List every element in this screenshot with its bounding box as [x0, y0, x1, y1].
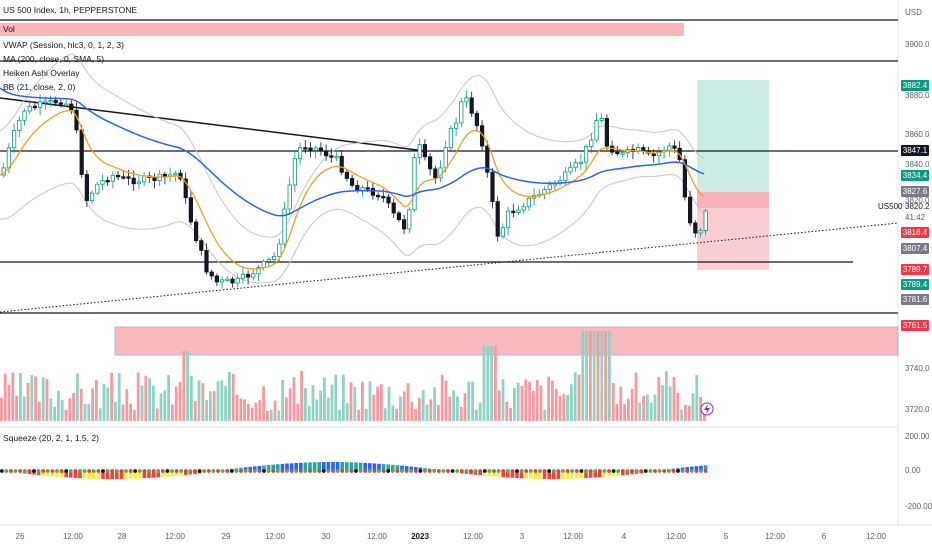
- price-badge: 3847.1: [901, 145, 929, 156]
- chart-title: US 500 Index, 1h, PEPPERSTONE: [3, 5, 138, 15]
- indicator-bb[interactable]: BB (21, close, 2, 0): [3, 82, 76, 92]
- time-label: 12:00: [264, 532, 286, 541]
- time-label: 4: [621, 532, 627, 541]
- price-badge: 3882.4: [901, 80, 929, 91]
- price-badge: 3827.6: [901, 186, 929, 197]
- price-tick: 3860.0: [905, 130, 930, 139]
- countdown-label: 41:42: [905, 213, 926, 222]
- time-label: 12:00: [164, 532, 186, 541]
- price-tick: 3840.0: [905, 160, 930, 169]
- time-label: 12:00: [865, 532, 887, 541]
- indicator-squeeze[interactable]: Squeeze (20, 2, 1, 1.5, 2): [3, 433, 99, 443]
- time-label: 30: [321, 532, 331, 541]
- ma-line: [0, 87, 705, 217]
- candles: [1, 90, 708, 289]
- price-badge: 3789.7: [901, 264, 929, 275]
- time-label: 3: [519, 532, 525, 541]
- indicator-vwap[interactable]: VWAP (Session, hlc3, 0, 1, 2, 3): [3, 40, 124, 50]
- price-badge: 3807.4: [901, 243, 929, 254]
- time-label: 12:00: [562, 532, 584, 541]
- price-badge: 3761.5: [901, 320, 929, 331]
- trend-line-down[interactable]: [0, 97, 426, 152]
- squeeze-tick: 0.00: [905, 466, 921, 475]
- squeeze-dots: [0, 462, 708, 479]
- price-tick: 3720.0: [905, 405, 930, 414]
- price-badge: 3789.4: [901, 279, 929, 290]
- time-label: 12:00: [62, 532, 84, 541]
- lightning-icon[interactable]: [700, 402, 714, 416]
- time-label: 12:00: [764, 532, 786, 541]
- time-label: 6: [821, 532, 827, 541]
- squeeze-tick: 200.00: [905, 432, 930, 441]
- indicator-vol[interactable]: Vol: [3, 24, 15, 34]
- demand-zone: [114, 326, 899, 356]
- indicator-ma[interactable]: MA (200, close, 0, SMA, 5): [3, 54, 105, 64]
- volume-bars: [0, 331, 706, 421]
- price-tick: 3900.0: [905, 40, 930, 49]
- price-tick: 3880.0: [905, 91, 930, 100]
- price-badge: 3781.6: [901, 294, 929, 305]
- time-label: 12:00: [462, 532, 484, 541]
- last-price-label: 3820.2: [905, 202, 930, 211]
- price-tick: 3820.0: [905, 196, 930, 205]
- time-label: 12:00: [366, 532, 388, 541]
- time-label: 12:00: [665, 532, 687, 541]
- symbol-label: US500: [878, 202, 903, 211]
- price-badge: 3818.4: [901, 227, 929, 238]
- time-label: 26: [15, 532, 25, 541]
- indicator-heiken-ashi[interactable]: Heiken Ashi Overlay: [3, 68, 80, 78]
- vwap-line: [0, 109, 705, 270]
- position-target-zone: [697, 80, 769, 192]
- time-label: 29: [221, 532, 231, 541]
- squeeze-tick: -200.00: [905, 502, 932, 511]
- horizontal-levels[interactable]: [0, 19, 898, 314]
- time-label: 28: [117, 532, 127, 541]
- price-badge: 3834.4: [901, 170, 929, 181]
- time-label: 5: [723, 532, 729, 541]
- price-tick: 3740.0: [905, 364, 930, 373]
- currency-label: USD: [905, 8, 922, 17]
- time-label: 2023: [411, 532, 429, 541]
- supply-zone-top: [0, 23, 684, 36]
- bollinger-bands: [0, 53, 705, 284]
